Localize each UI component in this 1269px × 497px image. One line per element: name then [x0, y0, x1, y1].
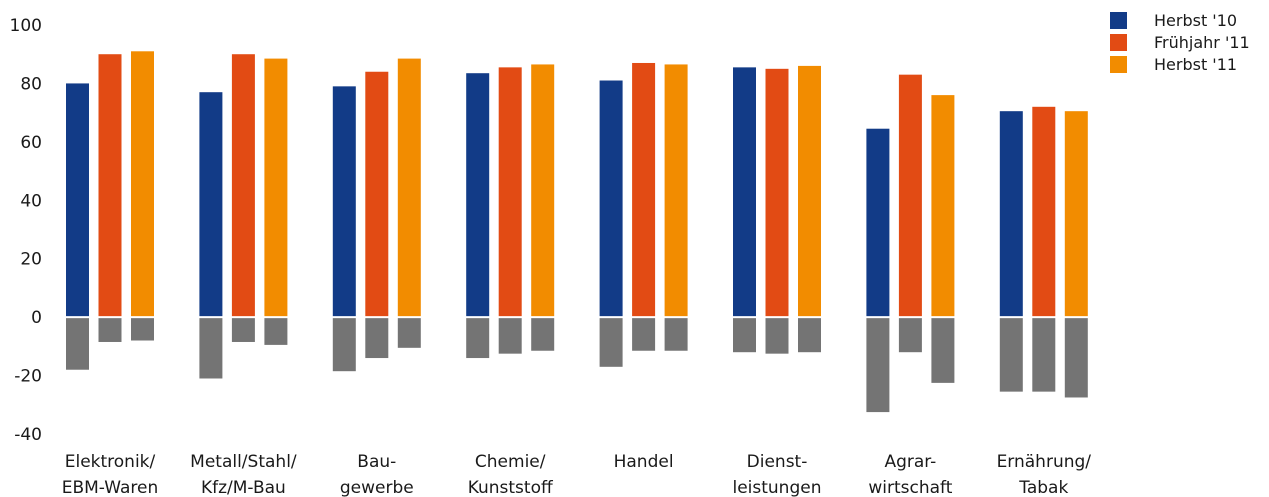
bar-negative: [231, 318, 255, 342]
bar-positive: [1064, 111, 1088, 317]
category-label: Metall/Stahl/Kfz/M-Bau: [190, 452, 297, 497]
category-label: Agrar-wirtschaft: [868, 452, 952, 497]
legend-swatch: [1110, 34, 1127, 51]
bar-positive: [365, 71, 389, 317]
legend: Herbst '10 Frühjahr '11 Herbst '11: [1110, 11, 1250, 74]
y-tick-label: 80: [20, 74, 42, 94]
bar-negative: [466, 318, 490, 359]
y-tick-label: 60: [20, 133, 42, 153]
y-tick-label: -20: [14, 367, 42, 387]
bar-positive: [632, 62, 656, 317]
bar-negative: [98, 318, 122, 342]
bar-positive: [798, 65, 821, 317]
bar-negative: [866, 318, 890, 413]
legend-swatch: [1110, 12, 1127, 29]
bar-negative: [664, 318, 688, 351]
bar-positive: [733, 67, 756, 317]
bar-negative: [599, 318, 623, 367]
bar-negative: [999, 318, 1023, 392]
bar-negative: [498, 318, 522, 354]
bar-positive: [199, 92, 223, 317]
bar-positive: [131, 51, 154, 317]
bar-positive: [999, 111, 1023, 317]
bar-negative: [898, 318, 922, 353]
bar-negative: [365, 318, 389, 359]
bar-negative: [733, 318, 756, 353]
bar-positive: [664, 64, 688, 317]
category-label: Dienst-leistungen: [732, 452, 821, 497]
bar-negative: [931, 318, 955, 383]
legend-label: Frühjahr '11: [1154, 33, 1250, 52]
bar-negative: [632, 318, 656, 351]
y-tick-label: 0: [31, 308, 42, 328]
bar-positive: [1032, 106, 1056, 317]
legend-label: Herbst '11: [1154, 55, 1237, 74]
bar-positive: [531, 64, 555, 317]
bars: [66, 51, 1088, 413]
bar-positive: [332, 86, 356, 317]
y-tick-label: 100: [10, 16, 42, 36]
category-label: Ernährung/Tabak: [997, 452, 1092, 497]
bar-positive: [231, 54, 255, 317]
legend-swatch: [1110, 56, 1127, 73]
category-label: Bau-gewerbe: [340, 452, 414, 497]
bar-positive: [765, 68, 789, 317]
category-label: Handel: [614, 452, 674, 472]
bar-negative: [765, 318, 789, 354]
bar-negative: [66, 318, 89, 370]
bar-negative: [798, 318, 821, 353]
legend-label: Herbst '10: [1154, 11, 1237, 30]
bar-negative: [397, 318, 421, 348]
bar-positive: [498, 67, 522, 317]
bar-negative: [1032, 318, 1056, 392]
y-tick-label: 40: [20, 191, 42, 211]
bar-positive: [898, 74, 922, 317]
bar-positive: [931, 95, 955, 317]
bar-negative: [332, 318, 356, 372]
category-label: Chemie/Kunststoff: [468, 452, 554, 497]
bar-negative: [199, 318, 223, 379]
bar-negative: [531, 318, 555, 351]
y-axis: -40 -20 0 20 40 60 80 100: [10, 16, 42, 445]
bar-negative: [264, 318, 288, 345]
category-label: Elektronik/EBM-Waren: [62, 452, 159, 497]
category-labels: Elektronik/EBM-Waren Metall/Stahl/Kfz/M-B…: [62, 452, 1092, 497]
bar-positive: [466, 73, 490, 317]
bar-negative: [1064, 318, 1088, 398]
bar-positive: [599, 80, 623, 317]
bar-negative: [131, 318, 154, 341]
bar-positive: [264, 58, 288, 317]
bar-positive: [66, 83, 89, 317]
bar-positive: [397, 58, 421, 317]
bar-positive: [98, 54, 122, 317]
bar-positive: [866, 128, 890, 317]
y-tick-label: -40: [14, 425, 42, 445]
y-tick-label: 20: [20, 250, 42, 270]
